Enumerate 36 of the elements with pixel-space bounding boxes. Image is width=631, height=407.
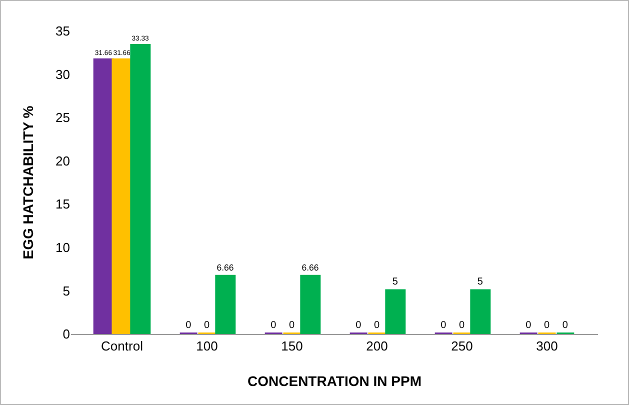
x-tick-label: Control [101, 338, 144, 354]
data-label: 0 [544, 320, 550, 331]
data-label: 0 [562, 320, 568, 331]
data-label: 6.66 [302, 262, 319, 273]
y-tick-label: 35 [56, 24, 70, 39]
bar [130, 44, 151, 334]
x-tick-label: 300 [536, 338, 558, 354]
data-label: 6.66 [216, 262, 234, 273]
y-tick-label: 5 [62, 283, 70, 298]
y-tick-label: 10 [56, 240, 70, 255]
data-label: 5 [392, 276, 398, 288]
bar [470, 289, 491, 334]
y-axis-title: EGG HATCHABILITY % [20, 105, 36, 260]
data-label: 0 [289, 320, 295, 331]
y-tick-label: 25 [56, 110, 70, 126]
y-tick-label: 30 [56, 66, 70, 82]
x-tick-label: 100 [196, 338, 218, 354]
y-tick-label: 15 [56, 196, 70, 212]
bar [385, 289, 406, 334]
x-tick-label: 150 [281, 338, 303, 354]
data-label: 0 [186, 320, 192, 331]
data-label: 0 [204, 320, 210, 331]
data-label: 0 [374, 320, 380, 331]
data-label: 5 [477, 276, 484, 288]
x-tick-label: 200 [366, 338, 388, 354]
data-label: 0 [526, 320, 532, 331]
data-label: 0 [459, 320, 465, 331]
data-label: 0 [270, 320, 277, 331]
bar [300, 274, 321, 334]
x-axis-title: CONCENTRATION IN PPM [248, 373, 422, 389]
bar [215, 274, 236, 334]
y-tick-label: 20 [56, 153, 70, 168]
x-tick-label: 250 [451, 338, 473, 354]
data-label: 0 [440, 320, 447, 331]
data-label: 0 [356, 320, 362, 331]
y-tick-label: 0 [62, 326, 70, 342]
